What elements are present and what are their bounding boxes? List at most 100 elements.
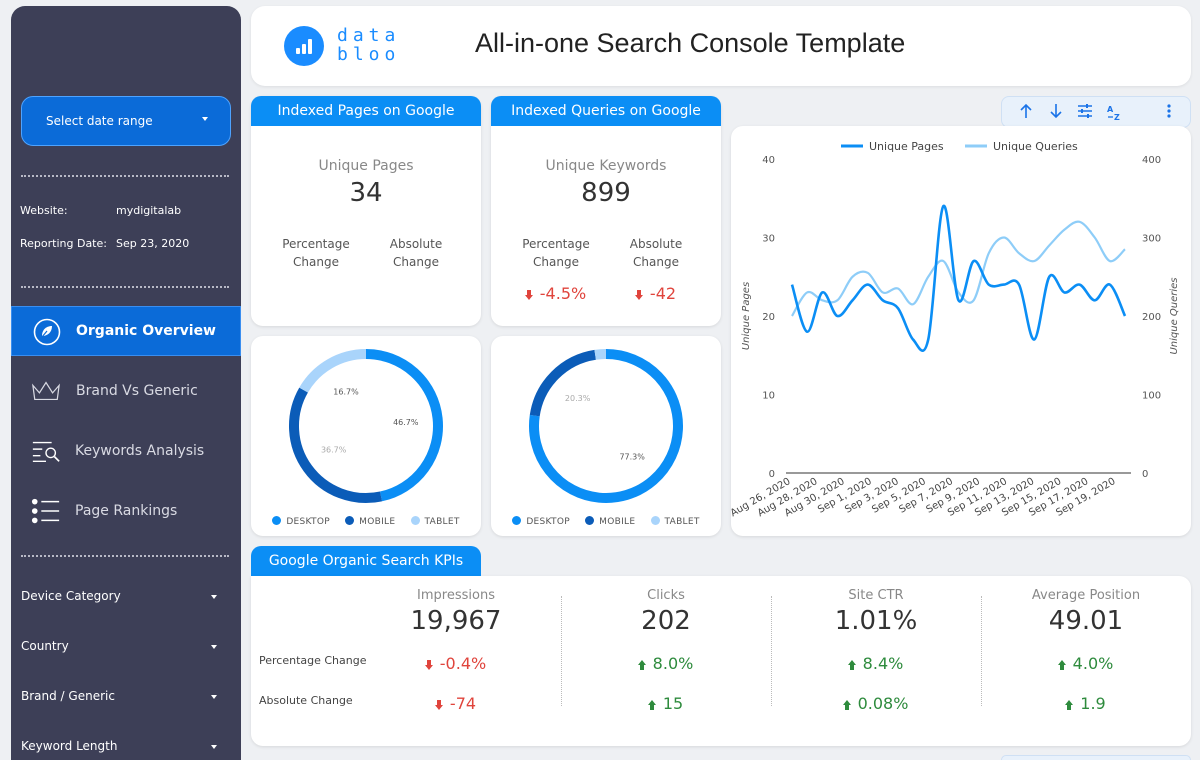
legend-dot <box>410 516 420 525</box>
more-vert-icon[interactable] <box>1159 103 1179 123</box>
arrow-up-icon[interactable] <box>1016 103 1036 123</box>
metric-value: 899 <box>581 178 631 208</box>
kpi-value: 19,967 <box>410 606 502 636</box>
logo-icon <box>284 26 324 66</box>
date-range-selector[interactable]: Select date range <box>21 96 231 146</box>
divider <box>561 596 562 706</box>
divider <box>21 286 229 288</box>
website-info: Website: mydigitalab <box>20 204 181 217</box>
value-text: 8.0% <box>652 654 694 673</box>
abs-change-label: Absolute Change <box>611 235 701 271</box>
pages-device-donut-card: 46.7% 36.7% 16.7% DESKTOP MOBILE TABLET <box>251 336 481 536</box>
donut-slice-mobile <box>529 349 597 417</box>
kpi-abs-change: 0.08% <box>771 694 981 713</box>
donut-data-label: 20.3% <box>565 394 591 403</box>
donut-slice-mobile <box>289 387 383 503</box>
kpi-value: 202 <box>641 606 691 636</box>
filter-brand-generic[interactable]: Brand / Generic <box>21 689 231 709</box>
legend-mobile: MOBILE <box>585 516 635 527</box>
queries-device-donut-card: 77.3% 20.3% DESKTOP MOBILE TABLET <box>491 336 721 536</box>
abs-change-label: Absolute Change <box>371 235 461 271</box>
divider <box>21 555 229 557</box>
legend-dot <box>272 516 282 525</box>
legend-dot <box>345 516 355 525</box>
donut-legend: DESKTOP MOBILE TABLET <box>491 516 721 527</box>
metric-label: Unique Keywords <box>545 158 667 174</box>
logo-line: bloo <box>337 44 401 65</box>
legend-mobile: MOBILE <box>345 516 395 527</box>
kpi-value: 49.01 <box>1048 606 1124 636</box>
arrow-up-icon <box>647 699 656 710</box>
nav-page-rankings[interactable]: Page Rankings <box>11 486 241 536</box>
value-text: 1.9 <box>1080 694 1106 713</box>
value-text: -74 <box>449 694 477 713</box>
y-tick-label: 10 <box>762 391 775 402</box>
crown-icon <box>31 376 61 406</box>
value-text: 4.0% <box>1072 654 1114 673</box>
label-line: Absolute <box>629 237 683 251</box>
legend-label: TABLET <box>664 517 700 527</box>
kpi-label: Average Position <box>1031 588 1141 603</box>
nav-label: Organic Overview <box>76 323 216 339</box>
y2-tick-label: 100 <box>1142 391 1161 402</box>
header: data bloo All-in-one Search Console Temp… <box>251 6 1191 86</box>
legend-label: DESKTOP <box>526 517 570 527</box>
caret-down-icon <box>211 645 217 649</box>
logo-text: data bloo <box>337 26 400 64</box>
nav-organic-overview[interactable]: Organic Overview <box>11 306 241 356</box>
label-line: Change <box>533 255 579 269</box>
filter-device-category[interactable]: Device Category <box>21 589 231 609</box>
y2-tick-label: 400 <box>1142 155 1161 166</box>
kpi-label: Site CTR <box>848 588 904 603</box>
indexed-queries-card: Indexed Queries on Google Unique Keyword… <box>491 96 721 326</box>
arrow-up-icon <box>1057 659 1066 670</box>
arrow-down-icon[interactable] <box>1046 103 1066 123</box>
next-section-toolbar <box>1001 755 1191 760</box>
y2-tick-label: 300 <box>1142 234 1161 245</box>
donut-chart: 77.3% 20.3% <box>529 349 683 503</box>
bullet-list-icon <box>31 496 61 526</box>
y-tick-label: 0 <box>769 469 775 480</box>
card-tab: Indexed Pages on Google <box>251 96 481 126</box>
legend-label: Unique Queries <box>993 140 1078 153</box>
nav-brand-vs-generic[interactable]: Brand Vs Generic <box>11 366 241 416</box>
legend-dot <box>512 516 522 525</box>
donut-chart: 46.7% 36.7% 16.7% <box>289 349 443 503</box>
donut-data-label: 46.7% <box>393 418 419 427</box>
caret-down-icon <box>211 745 217 749</box>
y-tick-label: 20 <box>762 312 775 323</box>
pct-change-value: -4.5% <box>511 284 601 303</box>
y2-tick-label: 0 <box>1142 469 1148 480</box>
donut-data-label: 77.3% <box>619 452 645 461</box>
nav-keywords-analysis[interactable]: Keywords Analysis <box>11 426 241 476</box>
kpi-tab: Google Organic Search KPIs <box>251 546 481 576</box>
y2-axis-label: Unique Queries <box>1169 277 1180 354</box>
legend-tablet: TABLET <box>410 516 460 527</box>
filter-sliders-icon[interactable] <box>1075 103 1095 123</box>
filter-country[interactable]: Country <box>21 639 231 659</box>
legend-label: Unique Pages <box>869 140 944 153</box>
value-text: 8.4% <box>862 654 904 673</box>
value-text: 0.08% <box>857 694 909 713</box>
arrow-down-icon <box>634 289 643 300</box>
metric-label: Unique Pages <box>318 158 414 174</box>
nav-label: Keywords Analysis <box>75 443 205 459</box>
pct-change-label: Percentage Change <box>511 235 601 271</box>
divider <box>771 596 772 706</box>
divider <box>981 596 982 706</box>
series-line-unique-queries <box>791 220 1126 317</box>
nav-label: Brand Vs Generic <box>76 383 198 399</box>
kpi-pct-change: -0.4% <box>351 654 561 673</box>
reporting-date-label: Reporting Date: <box>20 237 107 250</box>
kpi-label: Impressions <box>417 588 495 603</box>
legend-dot <box>650 516 660 525</box>
divider <box>21 175 229 177</box>
filter-keyword-length[interactable]: Keyword Length <box>21 739 231 759</box>
arrow-up-icon <box>1065 699 1074 710</box>
svg-text:Z: Z <box>1114 113 1120 121</box>
row-label-pct: Percentage Change <box>259 654 367 667</box>
caret-down-icon <box>202 117 208 121</box>
donut-legend: DESKTOP MOBILE TABLET <box>251 516 481 527</box>
